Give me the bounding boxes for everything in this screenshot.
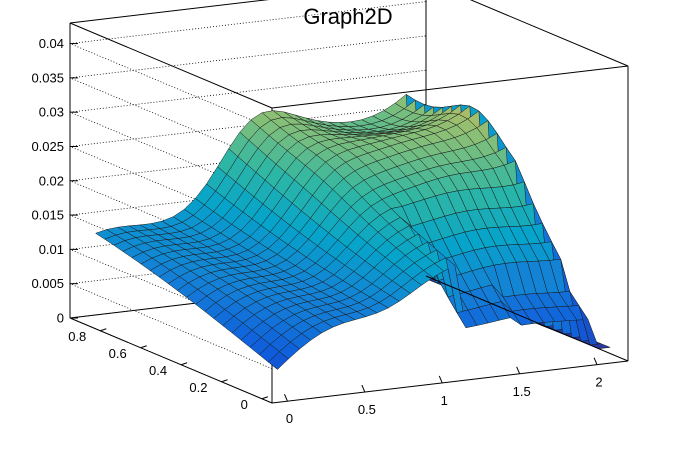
y-tick-label: 0.2 (189, 380, 207, 395)
x-tick (361, 384, 366, 393)
x-tick (593, 357, 598, 365)
z-tick-label: 0.005 (31, 276, 64, 291)
frame-edge (271, 360, 629, 404)
axis-frame-front (271, 65, 629, 404)
x-tick (438, 375, 443, 384)
chart-title: Graph2D (303, 4, 393, 29)
x-tick-label: 1.5 (513, 384, 531, 399)
frame-edge (69, 0, 270, 24)
y-tick (261, 396, 269, 400)
y-tick-label: 0.4 (149, 363, 167, 378)
x-tick-label: 0 (286, 411, 293, 426)
x-tick-label: 1 (441, 393, 448, 408)
grid-line (69, 43, 273, 129)
y-tick (140, 345, 147, 349)
y-tick (100, 328, 107, 332)
z-tick-label: 0.025 (31, 139, 64, 154)
x-tick (516, 366, 521, 374)
frame-edge (271, 65, 629, 109)
x-axis: 0 0.5 1 1.5 2 (284, 357, 603, 426)
grid-line (69, 35, 427, 79)
grid-line (69, 283, 273, 370)
y-axis: 0 0.2 0.4 0.6 0.8 (68, 328, 269, 412)
surface-mesh (95, 93, 611, 370)
frame-edge (425, 275, 629, 362)
y-tick-label: 0.8 (68, 329, 86, 344)
frame-edge (69, 22, 273, 109)
y-tick-label: 0.6 (109, 346, 127, 361)
z-tick-label: 0.04 (39, 36, 64, 51)
z-tick-label: 0.01 (39, 242, 64, 257)
y-tick (221, 379, 228, 383)
frame-edge (469, 0, 629, 67)
grid-line (69, 69, 427, 113)
grid-line (69, 317, 273, 404)
y-tick (180, 362, 188, 366)
z-tick-label: 0 (57, 311, 64, 326)
z-tick-label: 0.02 (39, 173, 64, 188)
y-tick-label: 0 (241, 397, 248, 412)
x-tick-label: 2 (595, 375, 602, 390)
z-tick-label: 0.03 (39, 105, 64, 120)
z-tick-label: 0.035 (31, 70, 64, 85)
z-axis: 0 0.005 0.01 0.015 0.02 0.025 0.03 0.035 0.04 (31, 36, 78, 326)
grid-line (69, 1, 427, 44)
x-tick-label: 0.5 (358, 402, 376, 417)
x-tick (284, 393, 288, 402)
z-tick-label: 0.015 (31, 208, 64, 223)
